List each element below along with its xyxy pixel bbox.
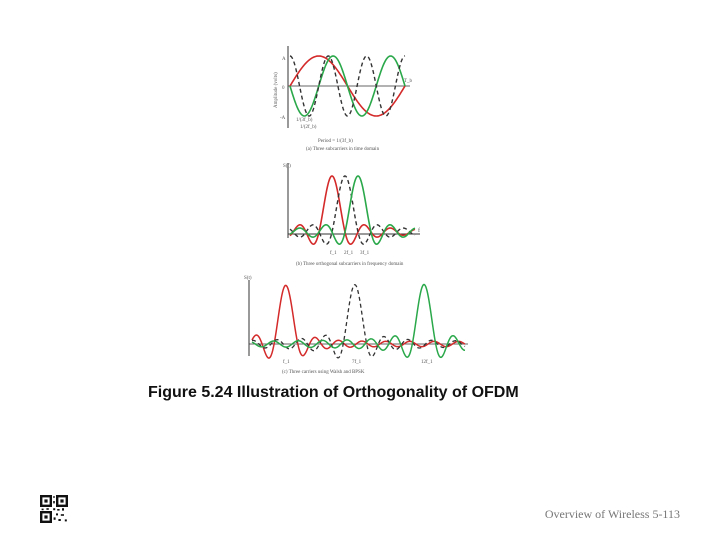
panel-a-y-bottom: -A [280, 116, 286, 121]
panel-a-subcaption: (a) Three subcarriers in time domain [306, 147, 380, 152]
panel-b-tick-3: 3f_1 [360, 251, 370, 256]
panel-a-pulse-2: 1/(2f_b) [300, 125, 317, 130]
panel-b-tick-2: 2f_1 [344, 251, 354, 256]
panel-b-subcaption: (b) Three orthogonal subcarriers in freq… [296, 262, 404, 267]
panel-a-pulse-1: 1/(3f_b) [296, 118, 313, 123]
qr-code-icon [40, 495, 68, 523]
panel-c-black-pulses [251, 284, 466, 359]
panel-b-x-label: f [418, 227, 420, 234]
panel-b-red-sinc [289, 175, 416, 245]
panel-a-y-label: Amplitude (volts) [274, 72, 279, 108]
panel-a-period: Period = 1/(3f_b) [318, 139, 353, 144]
panel-a-y-top: A [282, 57, 286, 62]
panel-b: S(f) f f_1 2f_1 3f_1 (b) Three orthogona… [283, 163, 420, 267]
panel-c-y-label: S(t) [244, 276, 252, 281]
figure-caption: Figure 5.24 Illustration of Orthogonalit… [148, 384, 519, 401]
panel-a-green-wave [289, 55, 406, 117]
panel-a-x-end: T_b [404, 79, 413, 84]
panel-a: Amplitude (volts) A 0 -A T_b 1/(3f_b) 1/… [274, 46, 413, 152]
panel-b-black-sinc [289, 175, 416, 245]
panel-a-y-mid: 0 [282, 86, 285, 91]
panel-c: S(t) f_1 7f_1 12f_1 (c) Three carriers u… [244, 276, 468, 375]
panel-c-tick-2: 7f_1 [352, 360, 362, 365]
panel-c-tick-1: f_1 [283, 360, 290, 365]
panel-c-tick-3: 12f_1 [421, 360, 433, 365]
panel-b-tick-1: f_1 [330, 251, 337, 256]
panel-b-green-sinc [289, 175, 416, 245]
footer-page-label: Overview of Wireless 5-113 [544, 507, 680, 521]
panel-b-y-label: S(f) [283, 164, 291, 169]
panel-c-subcaption: (c) Three carriers using Walsh and BPSK [282, 370, 365, 375]
panel-c-red-pulses [251, 284, 466, 359]
panel-a-black-wave [289, 55, 406, 117]
panel-c-green-pulses [251, 283, 466, 359]
